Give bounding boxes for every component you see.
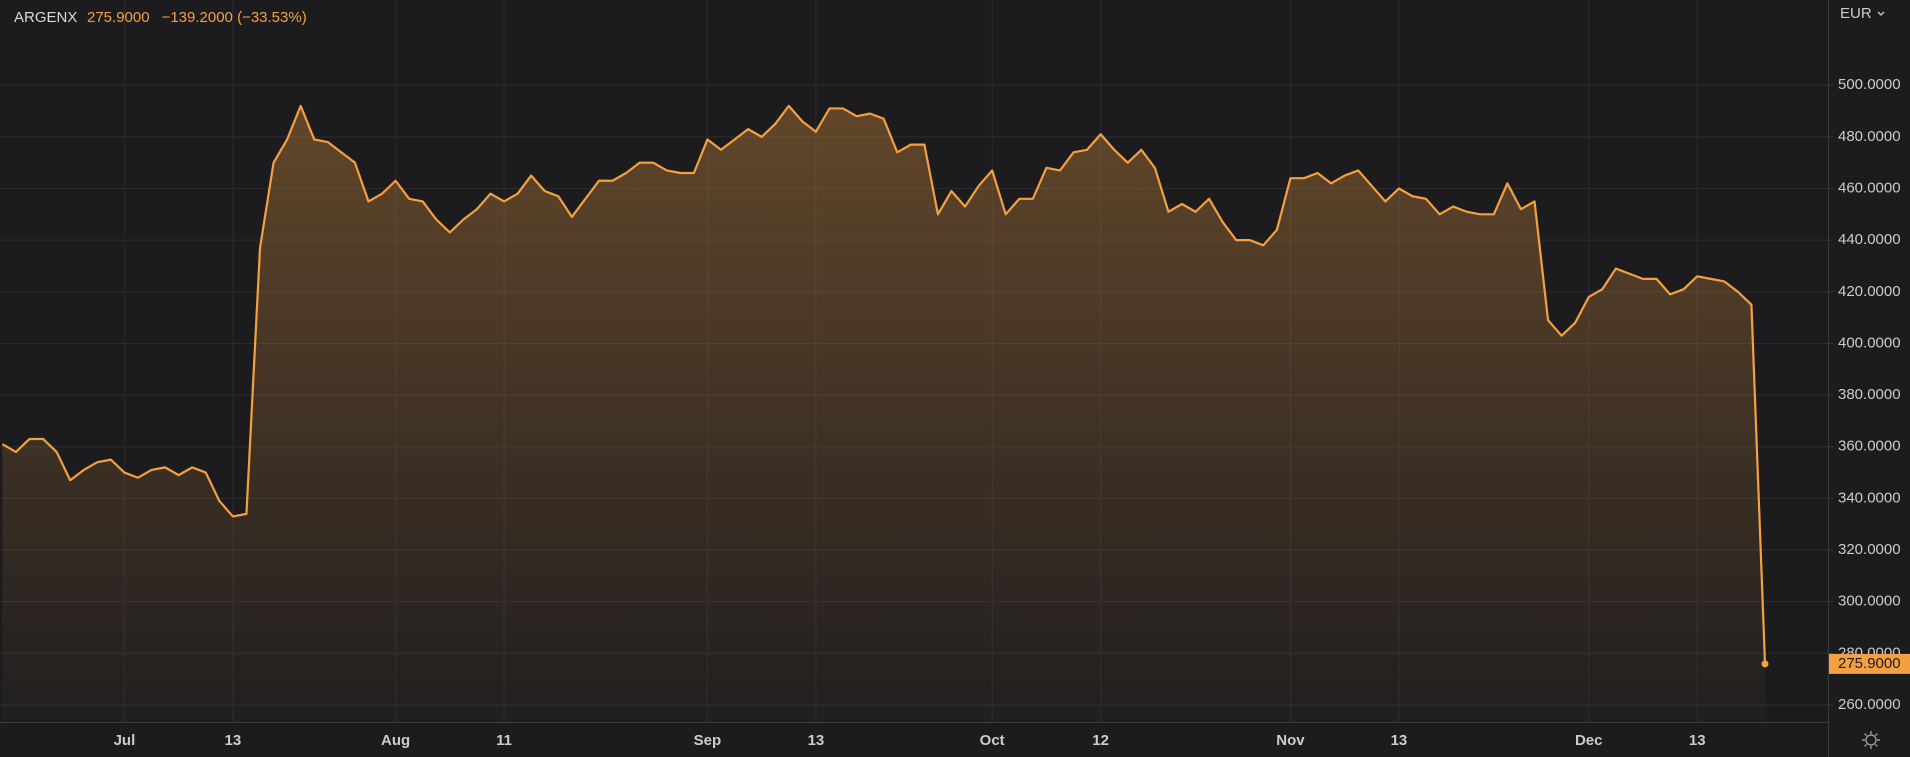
last-price-label: 275.9000: [1838, 655, 1901, 672]
y-tick-label: 300.0000: [1838, 593, 1901, 610]
y-tick-label: 420.0000: [1838, 283, 1901, 300]
last-point: [1761, 660, 1769, 668]
x-tick-label: Jul: [114, 732, 136, 749]
price: 275.9000: [87, 9, 150, 26]
x-tick-label: 13: [808, 732, 825, 749]
y-tick-label: 320.0000: [1838, 541, 1901, 558]
area-fill: [2, 105, 1765, 723]
y-tick-label: 360.0000: [1838, 438, 1901, 455]
x-tick-label: 13: [1391, 732, 1408, 749]
x-tick-label: Aug: [381, 732, 410, 749]
x-tick-label: Nov: [1276, 732, 1305, 749]
ticker: ARGENX: [14, 9, 77, 26]
x-tick-label: Oct: [980, 732, 1005, 749]
y-tick-label: 440.0000: [1838, 231, 1901, 248]
x-tick-label: 13: [225, 732, 242, 749]
y-tick-label: 340.0000: [1838, 489, 1901, 506]
change: −139.2000 (−33.53%): [162, 9, 307, 26]
labels: 260.0000280.0000300.0000320.0000340.0000…: [114, 76, 1910, 749]
y-tick-label: 400.0000: [1838, 334, 1901, 351]
y-tick-label: 380.0000: [1838, 386, 1901, 403]
y-tick-label: 460.0000: [1838, 179, 1901, 196]
y-tick-label: 500.0000: [1838, 76, 1901, 93]
y-tick-label: 480.0000: [1838, 128, 1901, 145]
price-line: [1, 104, 1767, 664]
y-tick-label: 260.0000: [1838, 696, 1901, 713]
x-tick-label: 11: [496, 732, 512, 749]
dropdown-caret[interactable]: [1877, 11, 1885, 16]
x-tick-label: Sep: [694, 732, 722, 749]
currency-selector[interactable]: EUR: [1840, 5, 1872, 22]
x-tick-label: 13: [1689, 732, 1706, 749]
last-price-tag: [1829, 653, 1910, 674]
plot: [1, 104, 1769, 723]
x-tick-label: Dec: [1575, 732, 1603, 749]
settings-icon[interactable]: [1862, 731, 1880, 749]
x-tick-label: 12: [1092, 732, 1109, 749]
